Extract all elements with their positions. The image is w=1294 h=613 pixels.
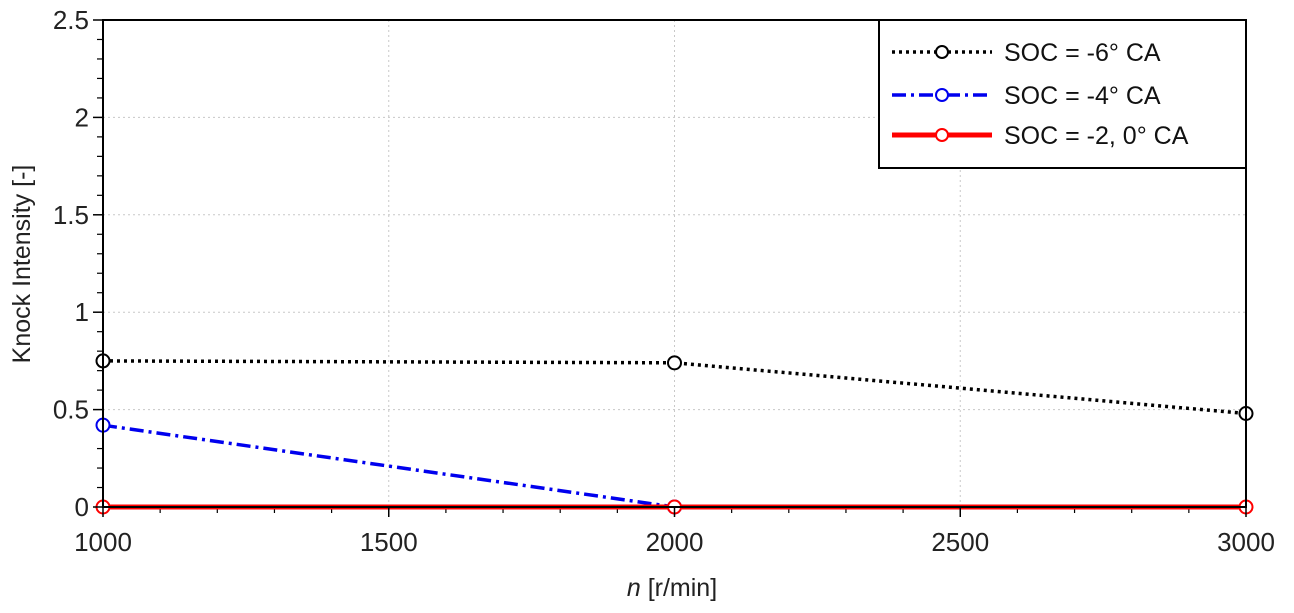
x-axis-title: n [r/min]	[627, 574, 717, 602]
y-tick-label: 1.5	[53, 200, 89, 230]
y-axis-title: Knock Intensity [-]	[8, 165, 36, 364]
series-line-0	[102, 359, 1247, 416]
series-0-marker	[667, 355, 682, 371]
legend-label-soc-minus6: SOC = -6° CA	[1004, 39, 1161, 67]
y-tick-label: 2.5	[53, 5, 89, 35]
y-tick-label: 0.5	[53, 395, 89, 425]
legend-marker-soc-minus4	[935, 88, 949, 102]
legend-marker-soc-minus2-0	[935, 128, 949, 142]
y-tick-label: 0	[75, 492, 89, 522]
x-tick-label: 2500	[931, 527, 989, 557]
x-axis-variable: n	[627, 574, 641, 602]
x-tick-label: 1000	[74, 527, 132, 557]
x-tick-label: 1500	[360, 527, 418, 557]
x-tick-label: 3000	[1217, 527, 1275, 557]
y-tick-label: 2	[75, 102, 89, 132]
legend: SOC = -6° CA SOC = -4° CA SOC = -2, 0° C…	[878, 19, 1247, 169]
legend-label-soc-minus4: SOC = -4° CA	[1004, 82, 1161, 110]
legend-marker-soc-minus6	[935, 45, 949, 59]
legend-label-soc-minus2-0: SOC = -2, 0° CA	[1004, 122, 1189, 150]
x-axis-unit: [r/min]	[641, 574, 717, 602]
y-tick-label: 1	[75, 297, 89, 327]
x-axis-ticks: 1000 1500 2000 2500 3000	[74, 507, 1275, 557]
y-axis-ticks: 0 0.5 1 1.5 2 2.5	[53, 5, 103, 522]
x-tick-label: 2000	[646, 527, 704, 557]
